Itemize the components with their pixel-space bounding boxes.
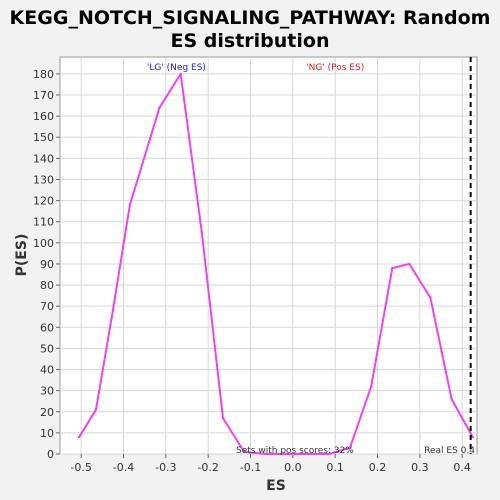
x-tick-label: -0.2 bbox=[197, 461, 218, 474]
x-tick-label: 0.4 bbox=[453, 461, 471, 474]
data-point bbox=[111, 309, 115, 312]
data-point bbox=[348, 446, 352, 449]
data-point bbox=[221, 416, 225, 420]
y-tick-label: 160 bbox=[33, 110, 54, 123]
data-point bbox=[242, 450, 246, 454]
axis-ticks: -0.5 -0.4 -0.3 -0.2 -0.1 0.0 0.1 0.2 0.3 0.4 0 10 20… bbox=[33, 68, 471, 474]
chart-title-line-2: ES distribution bbox=[171, 30, 330, 52]
data-point bbox=[327, 452, 331, 456]
y-tick-label: 60 bbox=[40, 321, 54, 334]
data-point bbox=[264, 452, 267, 456]
sets-pos-scores-label: Sets with pos scores: 32% bbox=[236, 446, 354, 456]
data-point bbox=[94, 408, 98, 411]
neg-es-label: 'LG' (Neg ES) bbox=[147, 63, 206, 73]
x-tick-label: 0.3 bbox=[411, 461, 429, 474]
y-tick-label: 70 bbox=[40, 300, 54, 313]
y-tick-label: 50 bbox=[40, 342, 54, 355]
y-tick-label: 120 bbox=[33, 195, 54, 208]
x-tick-label: -0.4 bbox=[113, 461, 134, 474]
y-tick-label: 20 bbox=[40, 406, 54, 419]
y-tick-label: 40 bbox=[40, 364, 54, 377]
y-tick-label: 140 bbox=[33, 152, 54, 165]
data-point bbox=[306, 452, 309, 456]
data-point bbox=[285, 452, 288, 456]
data-point bbox=[158, 106, 161, 109]
y-tick-label: 0 bbox=[47, 448, 54, 461]
y-tick-label: 30 bbox=[40, 385, 54, 398]
plot-area bbox=[59, 56, 478, 455]
data-point bbox=[200, 231, 204, 234]
data-point bbox=[429, 296, 432, 299]
y-tick-label: 80 bbox=[40, 279, 54, 292]
series-line bbox=[78, 72, 474, 455]
data-point bbox=[128, 203, 132, 207]
data-point bbox=[391, 266, 394, 270]
y-tick-label: 180 bbox=[33, 68, 54, 81]
x-tick-label: -0.3 bbox=[155, 461, 176, 474]
x-tick-label: -0.1 bbox=[240, 461, 261, 474]
data-point bbox=[408, 262, 411, 266]
y-tick-label: 110 bbox=[33, 216, 54, 229]
y-axis-label: P(ES) bbox=[14, 234, 30, 277]
real-es-label: Real ES 0.4 bbox=[424, 446, 475, 456]
chart-title-line-1: KEGG_NOTCH_SIGNALING_PATHWAY: Random bbox=[10, 7, 491, 29]
data-point bbox=[471, 435, 474, 439]
y-tick-label: 100 bbox=[33, 237, 54, 250]
grid bbox=[60, 57, 477, 455]
y-tick-label: 150 bbox=[33, 131, 54, 144]
data-point bbox=[179, 72, 182, 76]
x-tick-label: 0.0 bbox=[284, 461, 302, 474]
y-tick-label: 130 bbox=[33, 173, 54, 186]
y-tick-label: 170 bbox=[33, 89, 54, 102]
data-point bbox=[450, 397, 453, 401]
x-axis-label: ES bbox=[266, 478, 286, 494]
x-tick-label: -0.5 bbox=[70, 461, 91, 474]
y-tick-label: 90 bbox=[40, 258, 54, 271]
data-point bbox=[369, 385, 373, 388]
x-tick-label: 0.2 bbox=[369, 461, 387, 474]
y-tick-label: 10 bbox=[40, 427, 54, 440]
pos-es-label: 'NG' (Pos ES) bbox=[306, 63, 364, 73]
data-point bbox=[77, 435, 81, 439]
x-tick-label: 0.1 bbox=[326, 461, 344, 474]
series-group bbox=[77, 72, 474, 456]
